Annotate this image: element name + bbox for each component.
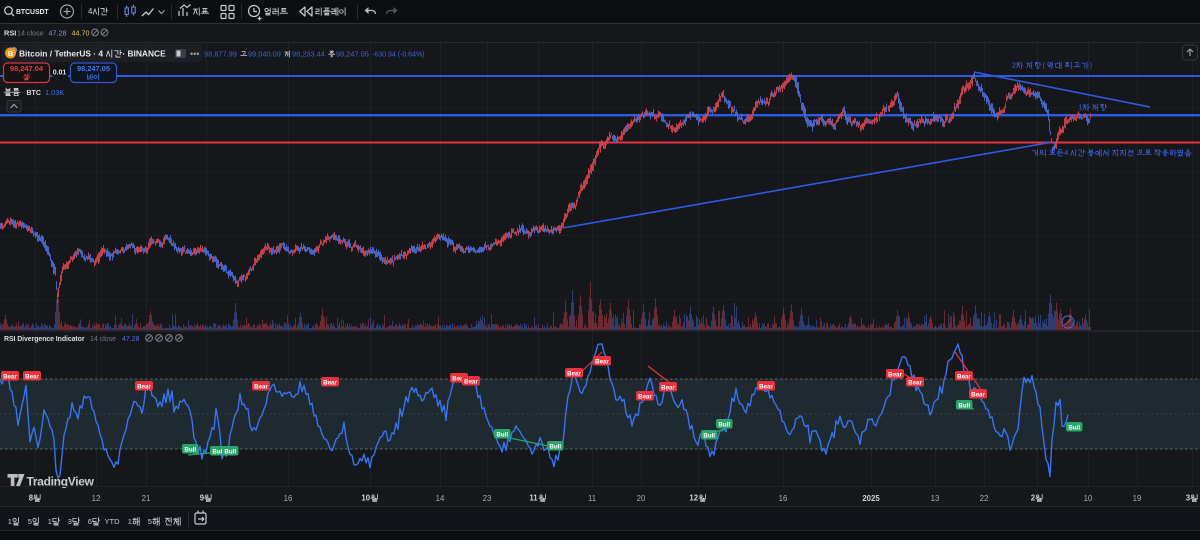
svg-text:4: 4 bbox=[1064, 148, 1068, 157]
svg-text:99,040.09: 99,040.09 bbox=[248, 49, 281, 58]
svg-text:Bear: Bear bbox=[254, 383, 268, 390]
svg-text:98,877.99: 98,877.99 bbox=[204, 49, 237, 58]
svg-text:Bear: Bear bbox=[464, 378, 478, 385]
svg-text:3: 3 bbox=[1186, 494, 1191, 503]
svg-text:47.28: 47.28 bbox=[49, 29, 67, 38]
svg-text:1: 1 bbox=[1078, 103, 1082, 112]
svg-text:Bear: Bear bbox=[971, 391, 985, 398]
svg-text:Bear: Bear bbox=[25, 373, 39, 380]
svg-text:·: · bbox=[22, 88, 25, 97]
svg-text:BTCUSDT: BTCUSDT bbox=[16, 9, 49, 16]
svg-text:RSI: RSI bbox=[4, 29, 16, 38]
svg-text:11: 11 bbox=[588, 494, 596, 503]
svg-text:3: 3 bbox=[68, 517, 72, 526]
svg-text:5: 5 bbox=[148, 517, 152, 526]
svg-text:Bull: Bull bbox=[549, 443, 561, 450]
svg-text:14: 14 bbox=[436, 494, 445, 503]
svg-text:B: B bbox=[8, 49, 14, 58]
svg-text:23: 23 bbox=[483, 494, 492, 503]
svg-text:1: 1 bbox=[48, 517, 52, 526]
svg-text:1.03K: 1.03K bbox=[45, 88, 64, 97]
svg-text:YTD: YTD bbox=[105, 517, 121, 526]
svg-text:21: 21 bbox=[142, 494, 151, 503]
svg-text:22: 22 bbox=[980, 494, 989, 503]
svg-text:Bear: Bear bbox=[759, 383, 773, 390]
svg-text:Bear: Bear bbox=[137, 383, 151, 390]
svg-text:44.70: 44.70 bbox=[72, 29, 90, 38]
svg-text:Bear: Bear bbox=[661, 384, 675, 391]
svg-text:Bull: Bull bbox=[224, 448, 236, 455]
svg-text:12: 12 bbox=[689, 494, 698, 503]
svg-text:20: 20 bbox=[637, 494, 646, 503]
svg-text:Bear: Bear bbox=[452, 375, 466, 382]
svg-text:8: 8 bbox=[29, 494, 34, 503]
svg-text:Bear: Bear bbox=[888, 371, 902, 378]
svg-text:Bear: Bear bbox=[323, 379, 337, 386]
svg-text:13: 13 bbox=[931, 494, 940, 503]
svg-text:2: 2 bbox=[1012, 61, 1016, 70]
svg-text:): ) bbox=[1090, 61, 1092, 70]
svg-text:Bull: Bull bbox=[718, 421, 730, 428]
svg-text:TradingView: TradingView bbox=[27, 475, 95, 489]
svg-text:Bear: Bear bbox=[908, 379, 922, 386]
svg-text:Bear: Bear bbox=[595, 358, 609, 365]
svg-text:(: ( bbox=[1043, 61, 1046, 70]
svg-text:16: 16 bbox=[284, 494, 293, 503]
svg-text:· BINANCE: · BINANCE bbox=[122, 48, 166, 58]
svg-text:4: 4 bbox=[88, 7, 93, 16]
svg-text:-630.94 (-0.64%): -630.94 (-0.64%) bbox=[372, 51, 425, 58]
svg-text:1: 1 bbox=[8, 517, 12, 526]
svg-text:98,247.05: 98,247.05 bbox=[77, 64, 110, 73]
svg-text:2: 2 bbox=[1031, 494, 1036, 503]
svg-text:•••: ••• bbox=[190, 49, 199, 59]
svg-text:14 close: 14 close bbox=[90, 336, 116, 343]
svg-text:12: 12 bbox=[92, 494, 101, 503]
svg-text:98,233.44: 98,233.44 bbox=[292, 49, 325, 58]
svg-text:BTC: BTC bbox=[27, 90, 41, 97]
svg-text:19: 19 bbox=[1133, 494, 1142, 503]
svg-text:Bear: Bear bbox=[567, 370, 581, 377]
svg-text:RSI Divergence Indicator: RSI Divergence Indicator bbox=[4, 336, 85, 343]
svg-text:11: 11 bbox=[529, 494, 538, 503]
svg-text:2025: 2025 bbox=[862, 494, 880, 503]
svg-text:9: 9 bbox=[200, 494, 205, 503]
svg-text:16: 16 bbox=[779, 494, 788, 503]
svg-text:98,247.04: 98,247.04 bbox=[10, 64, 44, 73]
svg-text:10: 10 bbox=[1084, 494, 1093, 503]
svg-text:Bull: Bull bbox=[703, 432, 715, 439]
svg-text:14 close: 14 close bbox=[17, 29, 44, 38]
svg-text:98,247.05: 98,247.05 bbox=[336, 49, 369, 58]
svg-text:Bitcoin / TetherUS · 4: Bitcoin / TetherUS · 4 bbox=[19, 48, 103, 58]
svg-text:Bear: Bear bbox=[957, 373, 971, 380]
svg-text:Bear: Bear bbox=[638, 393, 652, 400]
svg-text:47.28: 47.28 bbox=[122, 336, 140, 343]
svg-text:Bear: Bear bbox=[3, 373, 17, 380]
svg-text:6: 6 bbox=[88, 517, 92, 526]
svg-text:5: 5 bbox=[28, 517, 32, 526]
svg-text:Bull: Bull bbox=[958, 402, 970, 409]
svg-text:Bull: Bull bbox=[496, 431, 508, 438]
svg-text:1: 1 bbox=[128, 517, 132, 526]
svg-text:0.01: 0.01 bbox=[53, 70, 67, 77]
svg-text:Bull: Bull bbox=[184, 446, 196, 453]
svg-text:Bull: Bull bbox=[1068, 424, 1080, 431]
svg-text:Bull: Bull bbox=[212, 448, 224, 455]
svg-text:10: 10 bbox=[361, 494, 370, 503]
